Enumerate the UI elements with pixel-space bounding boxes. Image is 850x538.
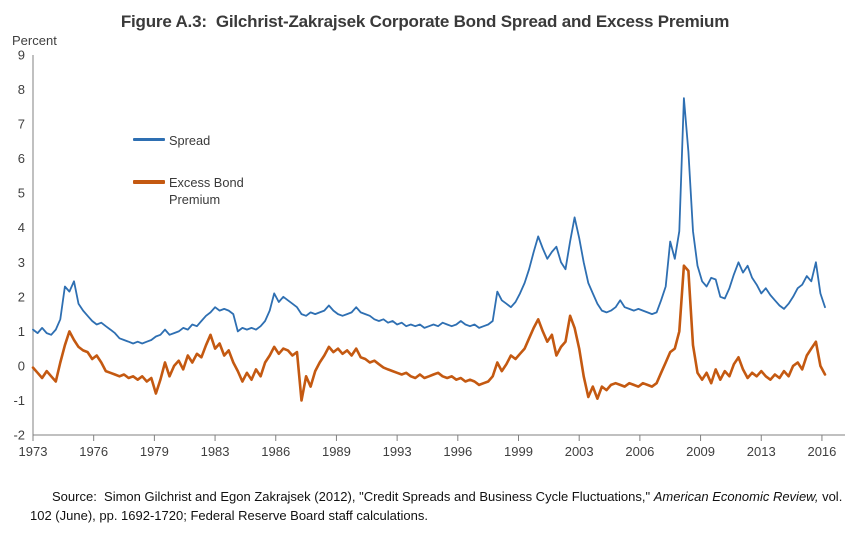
x-tick-label: 1983 [201,444,230,459]
y-tick-label: 1 [18,324,25,339]
y-axis-unit-label: Percent [12,33,57,48]
y-tick-label: 5 [18,186,25,201]
y-tick-label: 9 [18,48,25,63]
y-tick-label: 6 [18,151,25,166]
y-tick-label: 0 [18,358,25,373]
source-text-suffix: vol. 102 (June), pp. 1692-1720; Federal … [30,489,846,523]
spread-line-swatch-icon [133,138,165,141]
source-text-italic: American Economic Review, [653,489,819,504]
source-text-prefix: Source: Simon Gilchrist and Egon Zakrajs… [52,489,654,504]
x-tick-label: 2003 [565,444,594,459]
x-tick-label: 1976 [79,444,108,459]
figure-title: Figure A.3: Gilchrist-Zakrajsek Corporat… [120,12,730,31]
chart-canvas: 1973 1976 1979 1983 1986 1989 1993 1996 1999 2003… [13,48,845,459]
x-tick-label: 1979 [140,444,169,459]
x-tick-label: 1986 [261,444,290,459]
x-tick-label: 2016 [807,444,836,459]
x-tick-label: 1999 [504,444,533,459]
x-tick-label: 2009 [686,444,715,459]
x-tick-label: 1993 [383,444,412,459]
legend-label-excess-bond-premium: Excess Bond Premium [169,175,244,207]
y-tick-label: -2 [13,428,25,443]
x-tick-label: 1973 [19,444,48,459]
excess-bond-premium-line-swatch-icon [133,180,165,184]
excess-bond-premium-line [31,264,827,402]
y-tick-label: 3 [18,255,25,270]
x-tick-label: 1996 [443,444,472,459]
x-tick-label: 2006 [625,444,654,459]
legend: Spread Excess Bond Premium [133,132,257,208]
y-tick-label: 7 [18,117,25,132]
legend-item-excess-bond-premium: Excess Bond Premium [133,174,257,208]
x-tick-label: 2013 [747,444,776,459]
y-tick-label: 4 [18,220,25,235]
spread-line [32,97,826,345]
y-tick-label: 8 [18,82,25,97]
x-tick-label: 1989 [322,444,351,459]
legend-item-spread: Spread [133,132,257,149]
source-note: Source: Simon Gilchrist and Egon Zakrajs… [30,487,845,525]
y-tick-label: -1 [13,393,25,408]
y-tick-label: 2 [18,289,25,304]
legend-label-spread: Spread [169,133,211,148]
